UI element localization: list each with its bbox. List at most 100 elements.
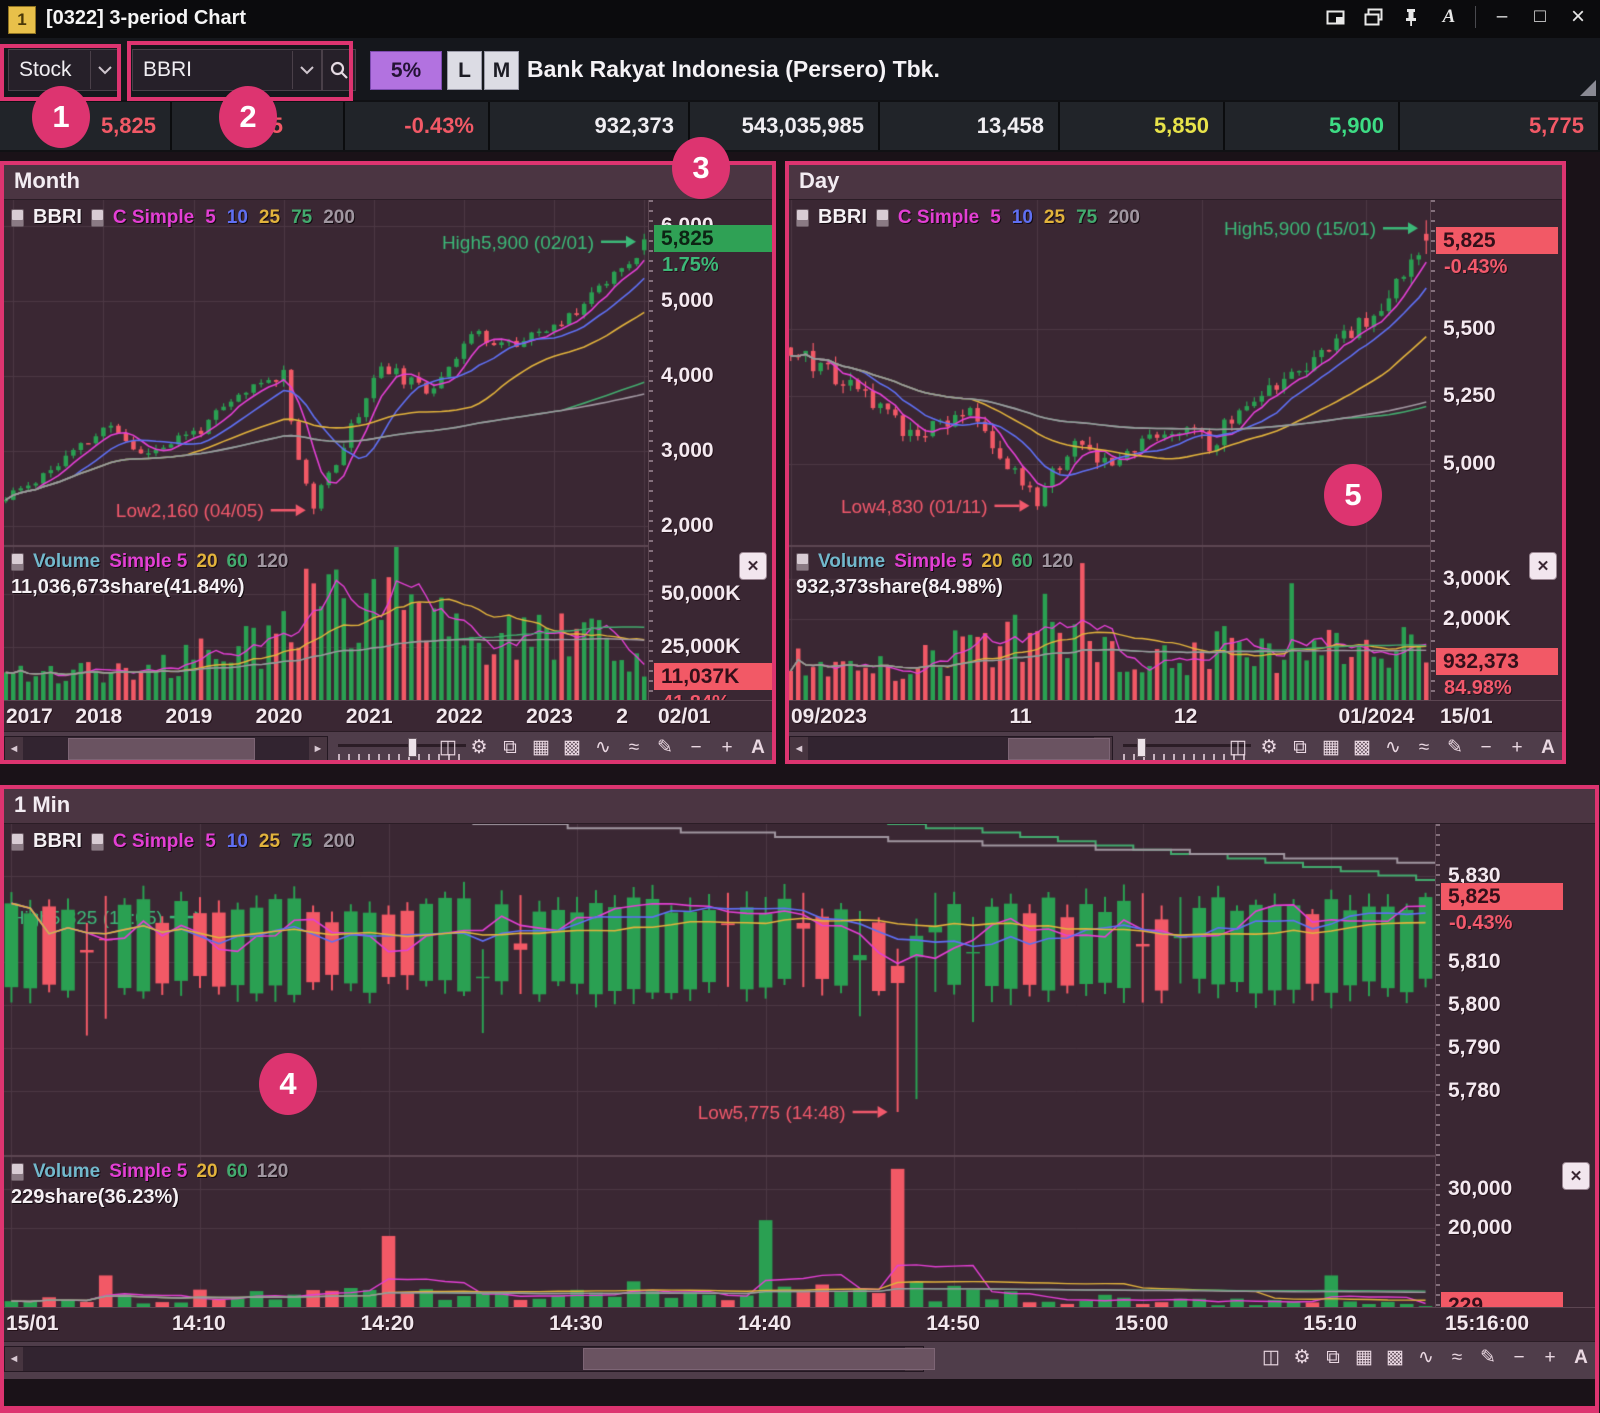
chart-image-icon[interactable]: ▩ — [1353, 737, 1371, 758]
scroll-left-icon[interactable]: ◄ — [5, 1347, 23, 1371]
slider-thumb[interactable] — [408, 738, 417, 757]
duplicate-icon[interactable]: ⧉ — [1326, 1346, 1340, 1368]
zoom-in-icon[interactable]: + — [1544, 1346, 1556, 1368]
window-copy-icon[interactable]: ◫ — [1229, 737, 1247, 758]
scrollbar-thumb[interactable] — [1008, 738, 1110, 760]
time-axis: 2017 2018 2019 2020 2021 2022 2023 2 02/01 — [2, 700, 775, 732]
gear-icon[interactable]: ⚙ — [1293, 1347, 1311, 1368]
scrollbar-track[interactable] — [23, 737, 309, 761]
size-l-button[interactable]: L — [447, 51, 482, 90]
time-axis: 09/2023 11 12 01/2024 15/01 — [787, 700, 1565, 732]
volume-legend-item: 120 — [256, 1161, 289, 1182]
legend-toggle-icon[interactable] — [796, 553, 809, 571]
chevron-down-icon[interactable] — [292, 51, 321, 89]
ma-legend-item: 200 — [323, 206, 355, 228]
volume-axis-label: 50,000K — [661, 581, 741, 605]
legend-toggle-icon[interactable] — [11, 832, 24, 851]
gear-icon[interactable]: ⚙ — [1260, 737, 1278, 758]
panel-1min: 1 Min BBRI C Simple 5 10 25 75 200 Volume Simple … — [2, 787, 1598, 1379]
legend-toggle-icon[interactable] — [90, 208, 104, 227]
zoom-out-icon[interactable]: − — [1513, 1346, 1525, 1368]
chart-image-icon[interactable]: ▩ — [1386, 1347, 1404, 1368]
zoom-slider[interactable] — [1123, 738, 1251, 760]
time-axis-label: 14:50 — [926, 1312, 980, 1335]
data-table-icon[interactable]: ▦ — [1322, 737, 1340, 758]
maximize-button[interactable]: □ — [1534, 6, 1546, 27]
scrollbar-track[interactable] — [23, 1347, 935, 1371]
close-icon[interactable]: ✕ — [739, 552, 767, 580]
minimize-button[interactable]: – — [1496, 6, 1508, 27]
duplicate-icon[interactable]: ⧉ — [503, 736, 517, 758]
gear-icon[interactable]: ⚙ — [470, 737, 488, 758]
price-chart-canvas[interactable] — [2, 200, 648, 700]
draw-tool-icon[interactable]: ✎ — [657, 737, 673, 758]
zoom-in-icon[interactable]: + — [1511, 736, 1523, 758]
search-icon[interactable] — [322, 49, 356, 91]
chevron-down-icon[interactable] — [90, 51, 119, 89]
draw-tool-icon[interactable]: ✎ — [1447, 737, 1463, 758]
legend-toggle-icon[interactable] — [796, 208, 809, 227]
horizontal-scrollbar[interactable]: ◄► — [4, 736, 328, 762]
zoom-slider[interactable] — [338, 738, 466, 760]
price-chart-canvas[interactable] — [2, 824, 1435, 1307]
font-icon[interactable]: A — [1574, 1346, 1588, 1368]
time-axis-label: 01/2024 — [1338, 705, 1415, 728]
average-line-icon[interactable]: ∿ — [1385, 737, 1401, 758]
category-dropdown[interactable]: Stock — [8, 49, 120, 91]
indicator-icon[interactable]: ≈ — [628, 736, 640, 758]
font-size-icon[interactable]: A — [1442, 6, 1456, 27]
scrollbar-track[interactable] — [808, 737, 1110, 761]
slider-thumb[interactable] — [1137, 738, 1146, 757]
symbol-input[interactable]: BBRI — [132, 49, 322, 91]
ma-legend-items: C Simple 5 10 25 75 200 — [113, 207, 366, 229]
price-axis: 5,500 5,250 5,000 3,000K 2,000K 5,825 -0.43% 93… — [1430, 200, 1566, 700]
data-table-icon[interactable]: ▦ — [532, 737, 550, 758]
horizontal-scrollbar[interactable]: ◄► — [4, 1346, 935, 1372]
close-button[interactable]: × — [1570, 3, 1585, 30]
chart-area[interactable]: BBRI C Simple 5 10 25 75 200 Volume Simple 5 20 60… — [787, 200, 1566, 764]
volume-axis-label: 20,000 — [1448, 1216, 1513, 1240]
duplicate-icon[interactable]: ⧉ — [1293, 736, 1307, 758]
draw-tool-icon[interactable]: ✎ — [1480, 1347, 1496, 1368]
horizontal-scrollbar[interactable]: ◄► — [789, 736, 1113, 762]
window-copy-icon[interactable]: ◫ — [439, 737, 457, 758]
chart-area[interactable]: BBRI C Simple 5 10 25 75 200 Volume Simple 5 20 60… — [2, 824, 1598, 1379]
scrollbar-thumb[interactable] — [583, 1348, 935, 1370]
legend-toggle-icon[interactable] — [11, 208, 24, 227]
resize-grip[interactable] — [1580, 80, 1596, 96]
close-icon[interactable]: ✕ — [1562, 1162, 1590, 1190]
legend-toggle-icon[interactable] — [11, 1163, 24, 1181]
last-price-tag: 5,825 — [654, 225, 776, 253]
chart-area[interactable]: BBRI C Simple 5 10 25 75 200 Volume Simple 5 20 60… — [2, 200, 776, 764]
cascade-windows-icon[interactable] — [1361, 5, 1385, 29]
scroll-left-icon[interactable]: ◄ — [790, 737, 808, 761]
legend-toggle-icon[interactable] — [11, 553, 24, 571]
scroll-left-icon[interactable]: ◄ — [5, 737, 23, 761]
indicator-icon[interactable]: ≈ — [1418, 736, 1430, 758]
scrollbar-thumb[interactable] — [68, 738, 255, 760]
zoom-out-icon[interactable]: − — [690, 736, 702, 758]
chart-tool-icons: ◫ ⚙ ⧉ ▦ ▩ ∿ ≈ ✎ − + A — [436, 735, 770, 760]
ma-legend-item: 75 — [291, 206, 313, 228]
zoom-in-icon[interactable]: + — [721, 736, 733, 758]
panel-month: Month BBRI C Simple 5 10 25 75 200 Volume Simple … — [2, 163, 776, 764]
close-icon[interactable]: ✕ — [1529, 552, 1557, 580]
scroll-right-icon[interactable]: ► — [309, 737, 327, 761]
indicator-icon[interactable]: ≈ — [1451, 1346, 1463, 1368]
split-window-icon[interactable] — [1323, 5, 1347, 29]
average-line-icon[interactable]: ∿ — [1418, 1347, 1434, 1368]
font-icon[interactable]: A — [1541, 736, 1555, 758]
pin-icon[interactable] — [1399, 5, 1423, 29]
legend-toggle-icon[interactable] — [875, 208, 889, 227]
window-copy-icon[interactable]: ◫ — [1262, 1347, 1280, 1368]
size-m-button[interactable]: M — [484, 51, 519, 90]
average-line-icon[interactable]: ∿ — [595, 737, 611, 758]
price-axis-label: 3,000 — [661, 439, 714, 463]
font-icon[interactable]: A — [751, 736, 765, 758]
legend-toggle-icon[interactable] — [90, 832, 104, 851]
zoom-out-icon[interactable]: − — [1480, 736, 1492, 758]
chart-image-icon[interactable]: ▩ — [563, 737, 581, 758]
price-chart-canvas[interactable] — [787, 200, 1430, 700]
quote-frequency: 13,458 — [880, 102, 1060, 150]
data-table-icon[interactable]: ▦ — [1355, 1347, 1373, 1368]
